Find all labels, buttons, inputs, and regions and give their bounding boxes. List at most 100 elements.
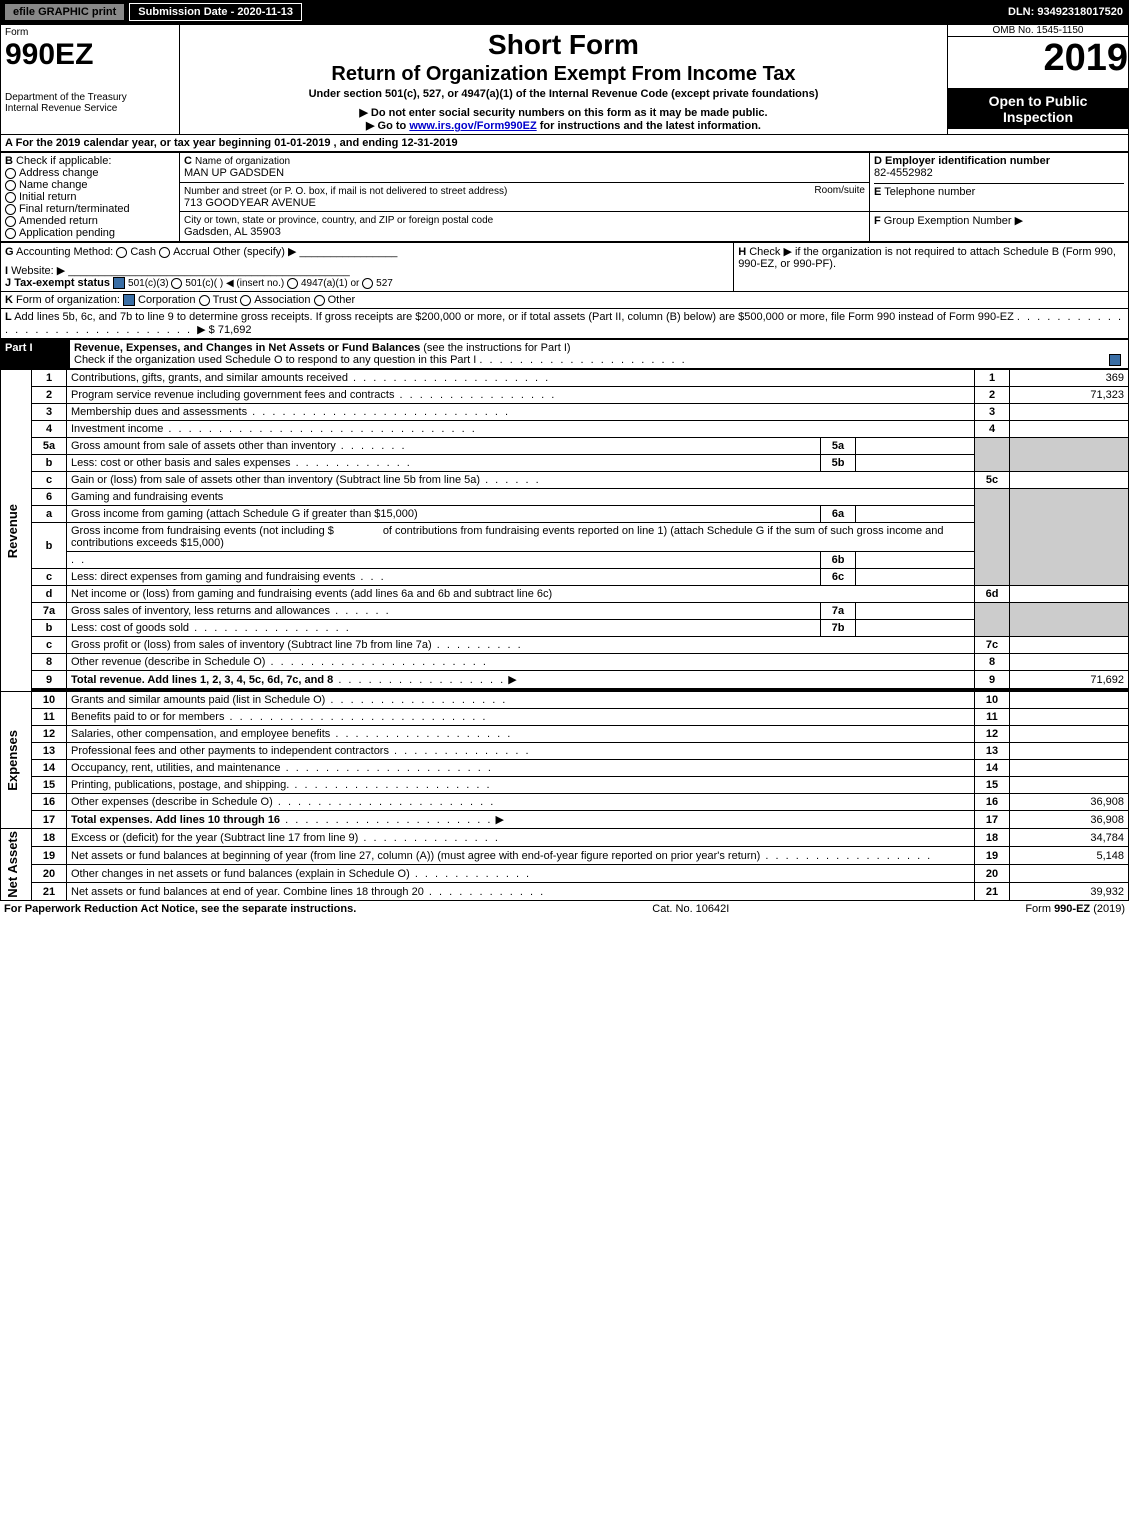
opt-trust: Trust — [213, 294, 238, 306]
line-2-num2: 2 — [975, 387, 1010, 404]
ssn-warning: Do not enter social security numbers on … — [184, 106, 943, 119]
line-6b-box: 6b — [821, 552, 856, 569]
line-6d-amt — [1010, 586, 1129, 603]
line-7c-amt — [1010, 637, 1129, 654]
initial-return-check[interactable] — [5, 192, 16, 203]
e-label: Telephone number — [884, 186, 975, 198]
line-4-num: 4 — [32, 421, 67, 438]
line-18-num: 18 — [32, 829, 67, 847]
line-19-num2: 19 — [975, 847, 1010, 865]
opt-corp: Corporation — [138, 294, 195, 306]
final-return-check[interactable] — [5, 204, 16, 215]
addr-change-check[interactable] — [5, 168, 16, 179]
line-9-amt: 71,692 — [1010, 671, 1129, 689]
line-20-text: Other changes in net assets or fund bala… — [71, 868, 410, 880]
irs-link[interactable]: www.irs.gov/Form990EZ — [409, 120, 536, 132]
dln-label: DLN: 93492318017520 — [1008, 6, 1129, 18]
line-7b-num: b — [32, 620, 67, 637]
f-label: Group Exemption Number — [884, 215, 1012, 227]
line-6b-num: b — [32, 523, 67, 569]
line-5c-text: Gain or (loss) from sale of assets other… — [71, 474, 480, 486]
under-section: Under section 501(c), 527, or 4947(a)(1)… — [184, 88, 943, 100]
line-19-text: Net assets or fund balances at beginning… — [71, 850, 760, 862]
line-10-num2: 10 — [975, 692, 1010, 709]
line-a: A For the 2019 calendar year, or tax yea… — [0, 135, 1129, 152]
line-7b-text: Less: cost of goods sold — [71, 622, 189, 634]
opt-accrual: Accrual — [173, 246, 210, 258]
k-label: Form of organization: — [16, 294, 120, 306]
efile-print-button[interactable]: efile GRAPHIC print — [4, 3, 125, 21]
line-10-amt — [1010, 692, 1129, 709]
corp-check[interactable] — [123, 294, 135, 306]
line-16-text: Other expenses (describe in Schedule O) — [71, 796, 273, 808]
opt-addr-change: Address change — [19, 167, 99, 179]
line-20-num2: 20 — [975, 865, 1010, 883]
line-13-num2: 13 — [975, 743, 1010, 760]
line-14-num: 14 — [32, 760, 67, 777]
line-1-text: Contributions, gifts, grants, and simila… — [71, 372, 348, 384]
line-21-num2: 21 — [975, 883, 1010, 901]
line-8-num2: 8 — [975, 654, 1010, 671]
d-label: Employer identification number — [885, 155, 1050, 167]
line-a-text: For the 2019 calendar year, or tax year … — [16, 137, 458, 149]
line-1-amt: 369 — [1010, 370, 1129, 387]
line-6a-box: 6a — [821, 506, 856, 523]
line-6d-num: d — [32, 586, 67, 603]
irs-label: Internal Revenue Service — [5, 103, 175, 114]
line-8-text: Other revenue (describe in Schedule O) — [71, 656, 265, 668]
schedule-o-check[interactable] — [1109, 354, 1121, 366]
other-org-check[interactable] — [314, 295, 325, 306]
line-4-num2: 4 — [975, 421, 1010, 438]
line-2-text: Program service revenue including govern… — [71, 389, 394, 401]
line-5a-num: 5a — [32, 438, 67, 455]
h-text: Check ▶ if the organization is not requi… — [738, 246, 1116, 270]
line-12-text: Salaries, other compensation, and employ… — [71, 728, 330, 740]
line-2-num: 2 — [32, 387, 67, 404]
lines-table: Revenue 1 Contributions, gifts, grants, … — [0, 369, 1129, 901]
name-change-check[interactable] — [5, 180, 16, 191]
form-header: Form 990EZ Department of the Treasury In… — [0, 24, 1129, 135]
line-6-num: 6 — [32, 489, 67, 506]
street-label: Number and street (or P. O. box, if mail… — [184, 186, 507, 197]
main-title: Return of Organization Exempt From Incom… — [184, 63, 943, 86]
opt-cash: Cash — [130, 246, 156, 258]
goto-pre: Go to — [378, 120, 410, 132]
g-label: Accounting Method: — [16, 246, 113, 258]
line-19-num: 19 — [32, 847, 67, 865]
pending-check[interactable] — [5, 228, 16, 239]
opt-initial: Initial return — [19, 191, 76, 203]
line-18-text: Excess or (deficit) for the year (Subtra… — [71, 832, 358, 844]
line-6a-text: Gross income from gaming (attach Schedul… — [67, 506, 821, 523]
line-7a-num: 7a — [32, 603, 67, 620]
line-6d-num2: 6d — [975, 586, 1010, 603]
line-1-num2: 1 — [975, 370, 1010, 387]
trust-check[interactable] — [199, 295, 210, 306]
line-11-num: 11 — [32, 709, 67, 726]
line-21-num: 21 — [32, 883, 67, 901]
open-to-public: Open to Public Inspection — [948, 89, 1128, 129]
line-7b-box: 7b — [821, 620, 856, 637]
amended-check[interactable] — [5, 216, 16, 227]
city-label: City or town, state or province, country… — [184, 215, 493, 226]
submission-date: Submission Date - 2020-11-13 — [129, 3, 302, 21]
opt-final: Final return/terminated — [19, 203, 130, 215]
501c3-check[interactable] — [113, 277, 125, 289]
part1-header: Part I Revenue, Expenses, and Changes in… — [0, 339, 1129, 369]
line-4-text: Investment income — [71, 423, 163, 435]
line-3-num: 3 — [32, 404, 67, 421]
accrual-check[interactable] — [159, 247, 170, 258]
cash-check[interactable] — [116, 247, 127, 258]
line-7c-num2: 7c — [975, 637, 1010, 654]
line-5c-num: c — [32, 472, 67, 489]
opt-amended: Amended return — [19, 215, 98, 227]
line-18-num2: 18 — [975, 829, 1010, 847]
line-5b-num: b — [32, 455, 67, 472]
assoc-check[interactable] — [240, 295, 251, 306]
line-9-num2: 9 — [975, 671, 1010, 689]
line-3-num2: 3 — [975, 404, 1010, 421]
line-7a-text: Gross sales of inventory, less returns a… — [71, 605, 330, 617]
opt-other-org: Other — [328, 294, 356, 306]
line-17-num: 17 — [32, 811, 67, 829]
ghijkl-block: G Accounting Method: Cash Accrual Other … — [0, 242, 1129, 339]
line-17-num2: 17 — [975, 811, 1010, 829]
